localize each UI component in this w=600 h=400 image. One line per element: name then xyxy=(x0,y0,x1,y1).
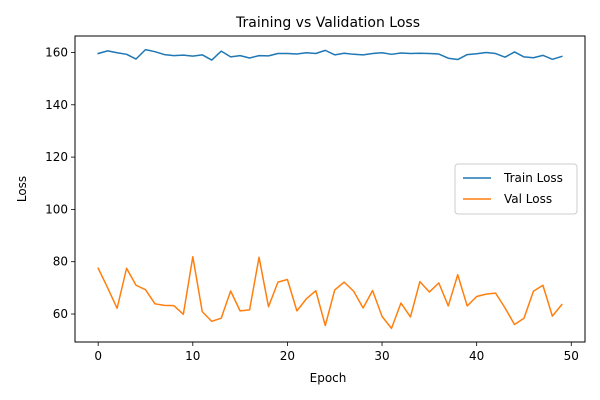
y-tick-label: 120 xyxy=(45,150,68,164)
y-axis-ticks: 60 80 100 120 140 160 xyxy=(45,45,75,321)
y-tick-label: 140 xyxy=(45,98,68,112)
y-tick-label: 100 xyxy=(45,202,68,216)
x-tick-label: 0 xyxy=(94,349,102,363)
x-tick-label: 30 xyxy=(374,349,389,363)
x-axis-ticks: 0 10 20 30 40 50 xyxy=(94,342,579,363)
y-tick-label: 160 xyxy=(45,45,68,59)
legend-box xyxy=(454,163,578,215)
x-tick-label: 50 xyxy=(564,349,579,363)
x-axis-label: Epoch xyxy=(310,371,347,385)
y-tick-label: 60 xyxy=(53,307,68,321)
y-tick-label: 80 xyxy=(53,255,68,269)
legend-label-train-loss: Train Loss xyxy=(503,171,563,185)
plot-series xyxy=(97,48,563,330)
x-tick-label: 10 xyxy=(185,349,200,363)
series-line-train-loss xyxy=(97,48,563,61)
x-tick-label: 20 xyxy=(280,349,295,363)
legend: Train Loss Val Loss xyxy=(454,163,578,215)
plot-frame xyxy=(74,35,586,343)
x-tick-label: 40 xyxy=(469,349,484,363)
chart-title: Training vs Validation Loss xyxy=(235,15,420,31)
legend-label-val-loss: Val Loss xyxy=(504,192,552,206)
y-axis-label: Loss xyxy=(15,176,29,202)
series-line-val-loss xyxy=(97,255,563,330)
